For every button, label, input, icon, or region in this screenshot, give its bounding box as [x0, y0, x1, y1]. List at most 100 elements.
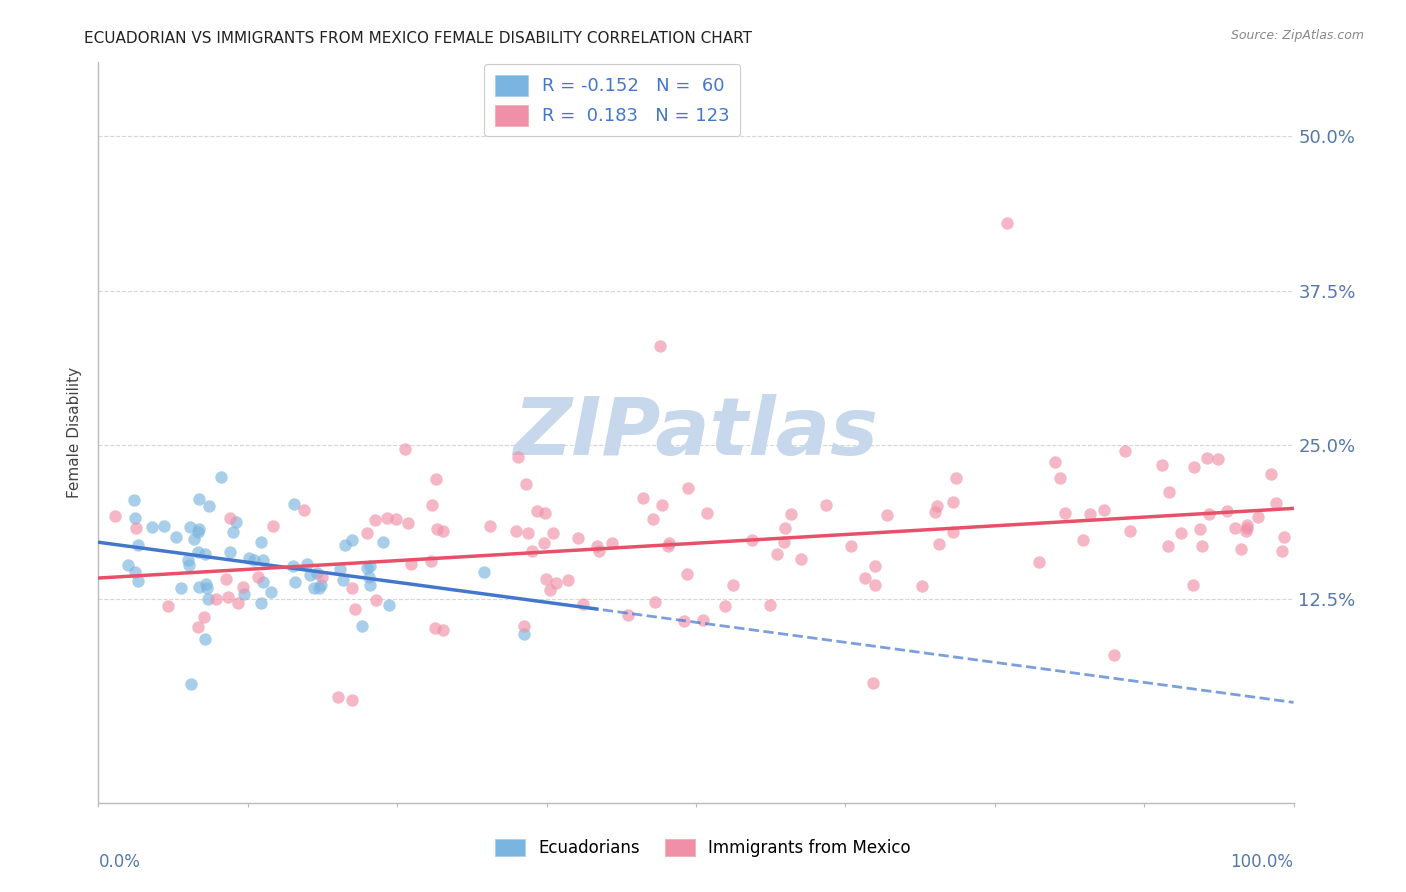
Point	[170, 581, 193, 595]
Point	[773, 521, 796, 535]
Point	[1229, 542, 1251, 557]
Point	[1236, 518, 1258, 533]
Point	[283, 497, 305, 511]
Point	[219, 545, 242, 559]
Point	[198, 499, 221, 513]
Legend: Ecuadorians, Immigrants from Mexico: Ecuadorians, Immigrants from Mexico	[488, 832, 918, 864]
Point	[340, 533, 363, 547]
Point	[478, 519, 501, 533]
Point	[385, 512, 408, 526]
Legend: R = -0.152   N =  60, R =  0.183   N = 123: R = -0.152 N = 60, R = 0.183 N = 123	[484, 64, 741, 136]
Point	[1223, 521, 1246, 535]
Point	[522, 543, 544, 558]
Point	[156, 599, 179, 613]
Point	[863, 559, 886, 574]
Point	[1119, 524, 1142, 539]
Point	[260, 584, 283, 599]
Point	[311, 570, 333, 584]
Point	[1265, 496, 1288, 510]
Point	[104, 508, 127, 523]
Point	[676, 481, 699, 495]
Point	[1236, 521, 1258, 535]
Point	[350, 619, 373, 633]
Point	[644, 594, 666, 608]
Point	[305, 566, 328, 581]
Point	[141, 519, 163, 533]
Point	[557, 573, 579, 587]
Point	[226, 596, 249, 610]
Point	[180, 677, 202, 691]
Point	[1197, 451, 1219, 466]
Point	[1189, 523, 1212, 537]
Point	[344, 601, 367, 615]
Point	[194, 632, 217, 646]
Point	[911, 579, 934, 593]
Point	[425, 472, 447, 486]
Point	[1191, 539, 1213, 553]
Point	[1159, 485, 1181, 500]
Point	[378, 598, 401, 612]
Point	[721, 578, 744, 592]
Point	[221, 525, 243, 540]
Point	[657, 536, 679, 550]
Point	[1206, 451, 1229, 466]
Point	[364, 513, 387, 527]
Point	[505, 524, 527, 538]
Point	[862, 675, 884, 690]
Point	[536, 573, 558, 587]
Point	[219, 511, 242, 525]
Point	[187, 620, 209, 634]
Point	[853, 571, 876, 585]
Point	[544, 576, 567, 591]
Point	[945, 471, 967, 485]
Point	[1114, 444, 1136, 458]
Point	[187, 524, 209, 539]
Point	[127, 538, 149, 552]
Point	[177, 553, 200, 567]
Point	[326, 690, 349, 705]
Point	[1104, 648, 1126, 662]
Point	[600, 536, 623, 550]
Point	[779, 507, 801, 521]
Point	[924, 505, 946, 519]
Point	[692, 613, 714, 627]
Point	[187, 580, 209, 594]
Point	[942, 495, 965, 509]
Point	[197, 581, 219, 595]
Point	[304, 581, 326, 595]
Point	[356, 561, 378, 575]
Point	[631, 491, 654, 505]
Point	[359, 558, 381, 573]
Point	[375, 510, 398, 524]
Point	[1182, 460, 1205, 475]
Point	[815, 498, 838, 512]
Point	[512, 626, 534, 640]
Point	[183, 532, 205, 546]
Point	[359, 569, 381, 583]
Point	[657, 539, 679, 553]
Point	[364, 592, 387, 607]
Point	[197, 592, 219, 607]
Point	[396, 516, 419, 531]
Text: ECUADORIAN VS IMMIGRANTS FROM MEXICO FEMALE DISABILITY CORRELATION CHART: ECUADORIAN VS IMMIGRANTS FROM MEXICO FEM…	[84, 31, 752, 46]
Point	[995, 216, 1018, 230]
Point	[215, 572, 238, 586]
Point	[420, 554, 443, 568]
Y-axis label: Female Disability: Female Disability	[67, 367, 83, 499]
Point	[356, 525, 378, 540]
Point	[641, 512, 664, 526]
Point	[186, 545, 208, 559]
Point	[839, 539, 862, 553]
Point	[193, 610, 215, 624]
Point	[187, 522, 209, 536]
Point	[741, 533, 763, 548]
Point	[292, 503, 315, 517]
Point	[217, 590, 239, 604]
Point	[1045, 455, 1067, 469]
Point	[188, 491, 211, 506]
Point	[425, 620, 447, 634]
Point	[773, 535, 796, 549]
Point	[252, 574, 274, 589]
Point	[1049, 471, 1071, 485]
Point	[1054, 506, 1077, 520]
